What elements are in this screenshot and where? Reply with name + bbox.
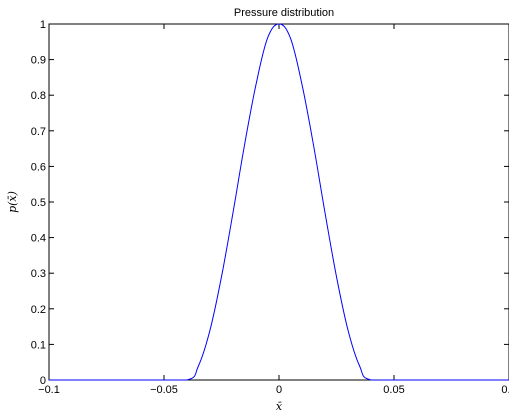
y-tick-label: 0.7	[31, 126, 46, 138]
series-line	[48, 23, 509, 381]
chart-title: Pressure distribution	[234, 7, 334, 19]
y-tick-label: 0.5	[31, 197, 46, 209]
y-tick-label: 0	[40, 375, 46, 387]
series-layer	[48, 23, 509, 381]
x-tick-label: −0.05	[150, 384, 178, 396]
axes-layer: −0.1 −0.05 0 0.05 0.1 0 0.1 0.2 0.3 0.4 0.5 0.6 0.7 0…	[31, 19, 509, 396]
y-tick-label: 0.9	[31, 55, 46, 67]
y-tick-label: 0.8	[31, 90, 46, 102]
y-tick-label: 0.2	[31, 304, 46, 316]
y-tick-label: 0.4	[31, 233, 46, 245]
y-tick-label: 0.6	[31, 161, 46, 173]
y-axis-label: p(x̄)	[6, 191, 19, 213]
x-axis-label: x̄	[276, 400, 283, 413]
x-tick-label: 0.05	[383, 384, 404, 396]
x-tick-label: −0.1	[38, 384, 60, 396]
x-tick-label: 0	[276, 384, 282, 396]
y-tick-label: 0.3	[31, 268, 46, 280]
y-tick-label: 0.1	[31, 339, 46, 351]
x-tick-label: 0.1	[501, 384, 509, 396]
plot-area	[48, 23, 509, 381]
y-tick-label: 1	[40, 19, 46, 31]
